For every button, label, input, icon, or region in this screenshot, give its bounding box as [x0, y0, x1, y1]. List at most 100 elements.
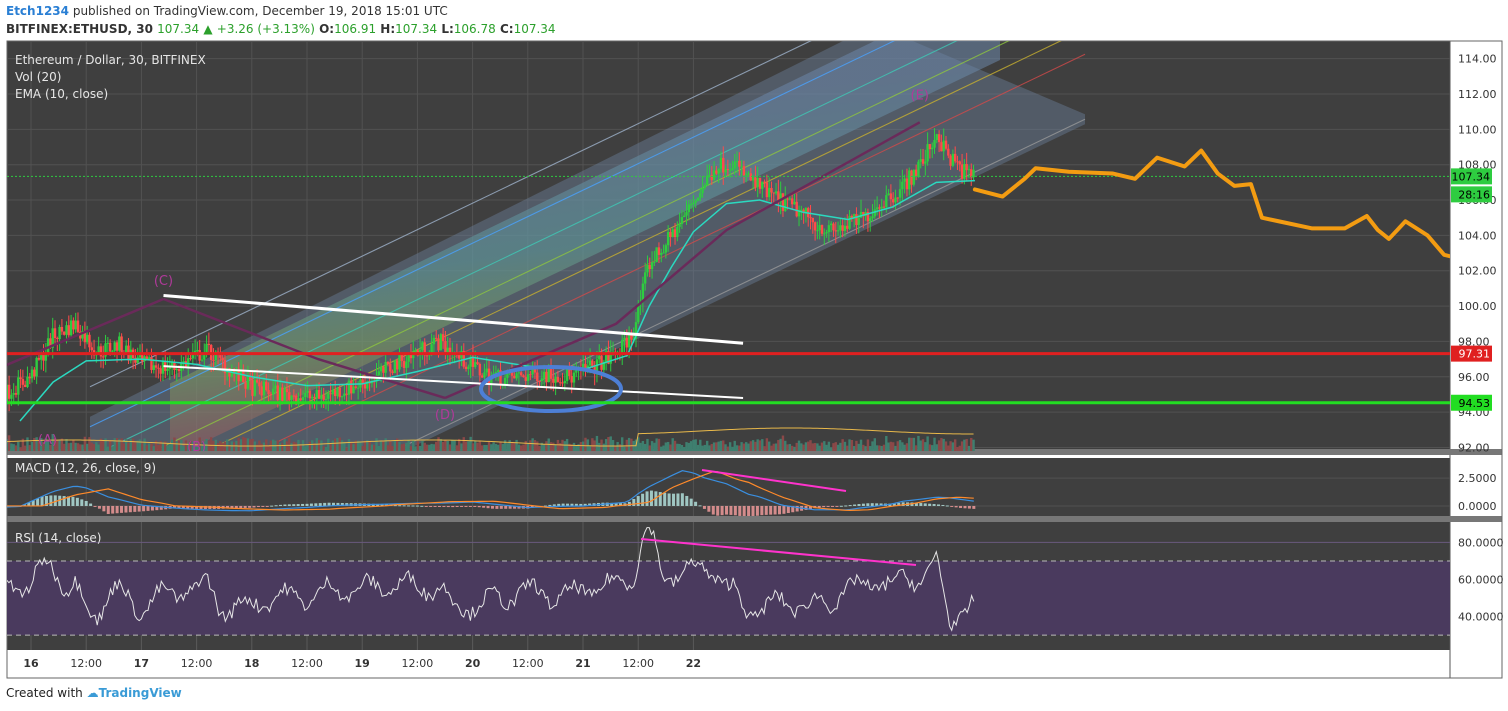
volume-bar — [363, 440, 367, 451]
volume-bar — [40, 438, 43, 451]
candle-body — [765, 182, 769, 198]
candle-body — [857, 217, 860, 226]
candle-body — [253, 380, 257, 396]
time-scale[interactable] — [7, 650, 1502, 678]
volume-bar — [395, 438, 399, 451]
candle-body — [931, 147, 934, 150]
macd-histogram-bar — [53, 495, 57, 506]
macd-histogram-bar — [301, 503, 305, 506]
candle-body — [641, 283, 645, 303]
candle-body — [299, 398, 302, 401]
candle-body — [154, 365, 158, 368]
candle-body — [625, 337, 629, 348]
volume-bar — [751, 440, 755, 451]
candle-body — [313, 396, 316, 399]
macd-histogram-bar — [844, 505, 848, 507]
volume-bar — [393, 440, 397, 451]
volume-bar — [58, 440, 61, 451]
last-price-tag-text: 107.34 — [1452, 170, 1491, 183]
price-scale[interactable] — [1450, 41, 1502, 650]
candle-body — [676, 226, 679, 238]
candle-body — [483, 372, 486, 378]
volume-bar — [147, 443, 151, 451]
candle-body — [42, 353, 45, 361]
macd-histogram-bar — [75, 497, 79, 506]
candle-body — [542, 371, 546, 379]
candle-body — [265, 381, 268, 391]
macd-histogram-bar — [614, 503, 618, 506]
macd-histogram-bar — [619, 503, 623, 506]
price-tick-label: 100.00 — [1458, 300, 1497, 313]
macd-histogram-bar — [716, 505, 720, 516]
volume-bar — [554, 444, 557, 451]
candle-body — [604, 351, 608, 362]
macd-histogram-bar — [283, 504, 287, 506]
volume-bar — [136, 440, 139, 451]
candle-body — [177, 369, 181, 372]
change-value: +3.26 (+3.13%) — [216, 22, 315, 36]
volume-bar — [483, 444, 486, 451]
candle-body — [223, 360, 227, 374]
volume-bar — [161, 442, 165, 451]
volume-bar — [418, 445, 422, 451]
macd-histogram-bar — [318, 503, 322, 506]
macd-histogram-bar — [698, 505, 702, 507]
candle-body — [430, 344, 433, 354]
macd-histogram-bar — [967, 505, 971, 509]
volume-bar — [538, 446, 541, 451]
candle-body — [281, 387, 284, 401]
macd-histogram-bar — [795, 505, 799, 512]
candle-body — [83, 331, 87, 343]
volume-bar — [559, 443, 562, 451]
volume-bar — [914, 445, 918, 451]
macd-histogram-bar — [84, 500, 88, 506]
candle-body — [306, 390, 309, 393]
price-tick-label: 114.00 — [1458, 53, 1497, 66]
candle-body — [157, 367, 160, 369]
candle-body — [120, 336, 123, 354]
author-link[interactable]: Etch1234 — [6, 4, 69, 18]
candle-body — [756, 177, 759, 187]
volume-bar — [857, 443, 860, 451]
macd-histogram-bar — [733, 505, 737, 516]
macd-histogram-bar — [327, 502, 331, 506]
candle-body — [467, 366, 470, 370]
candle-body — [441, 334, 445, 342]
volume-bar — [102, 440, 105, 451]
footer: Created with ☁TradingView — [6, 686, 182, 700]
volume-bar — [359, 442, 362, 451]
volume-bar — [308, 441, 312, 451]
tradingview-logo-icon[interactable]: ☁ — [86, 686, 99, 700]
volume-bar — [159, 441, 162, 451]
volume-bar — [226, 439, 229, 451]
candle-body — [749, 173, 753, 181]
macd-histogram-bar — [128, 505, 132, 513]
volume-bar — [598, 442, 601, 451]
macd-histogram-bar — [415, 505, 419, 507]
volume-bar — [131, 438, 135, 451]
macd-histogram-bar — [124, 505, 128, 513]
volume-bar — [200, 445, 204, 451]
volume-bar — [407, 439, 410, 451]
candle-body — [648, 264, 651, 270]
volume-bar — [662, 445, 665, 451]
macd-histogram-bar — [694, 501, 698, 506]
tradingview-brand[interactable]: TradingView — [98, 686, 182, 700]
volume-bar — [416, 441, 420, 451]
candle-body — [170, 362, 174, 368]
volume-bar — [689, 441, 693, 451]
volume-bar — [880, 445, 883, 451]
candle-body — [435, 337, 438, 339]
candle-body — [329, 393, 332, 395]
candle-body — [951, 153, 955, 166]
candle-body — [751, 177, 755, 181]
macd-histogram-bar — [932, 504, 936, 506]
volume-bar — [476, 442, 479, 451]
time-tick-label: 19 — [355, 657, 370, 670]
volume-bar — [21, 438, 25, 451]
volume-bar — [761, 439, 764, 451]
volume-bar — [125, 438, 128, 451]
volume-bar — [373, 444, 376, 451]
candle-body — [967, 169, 971, 171]
